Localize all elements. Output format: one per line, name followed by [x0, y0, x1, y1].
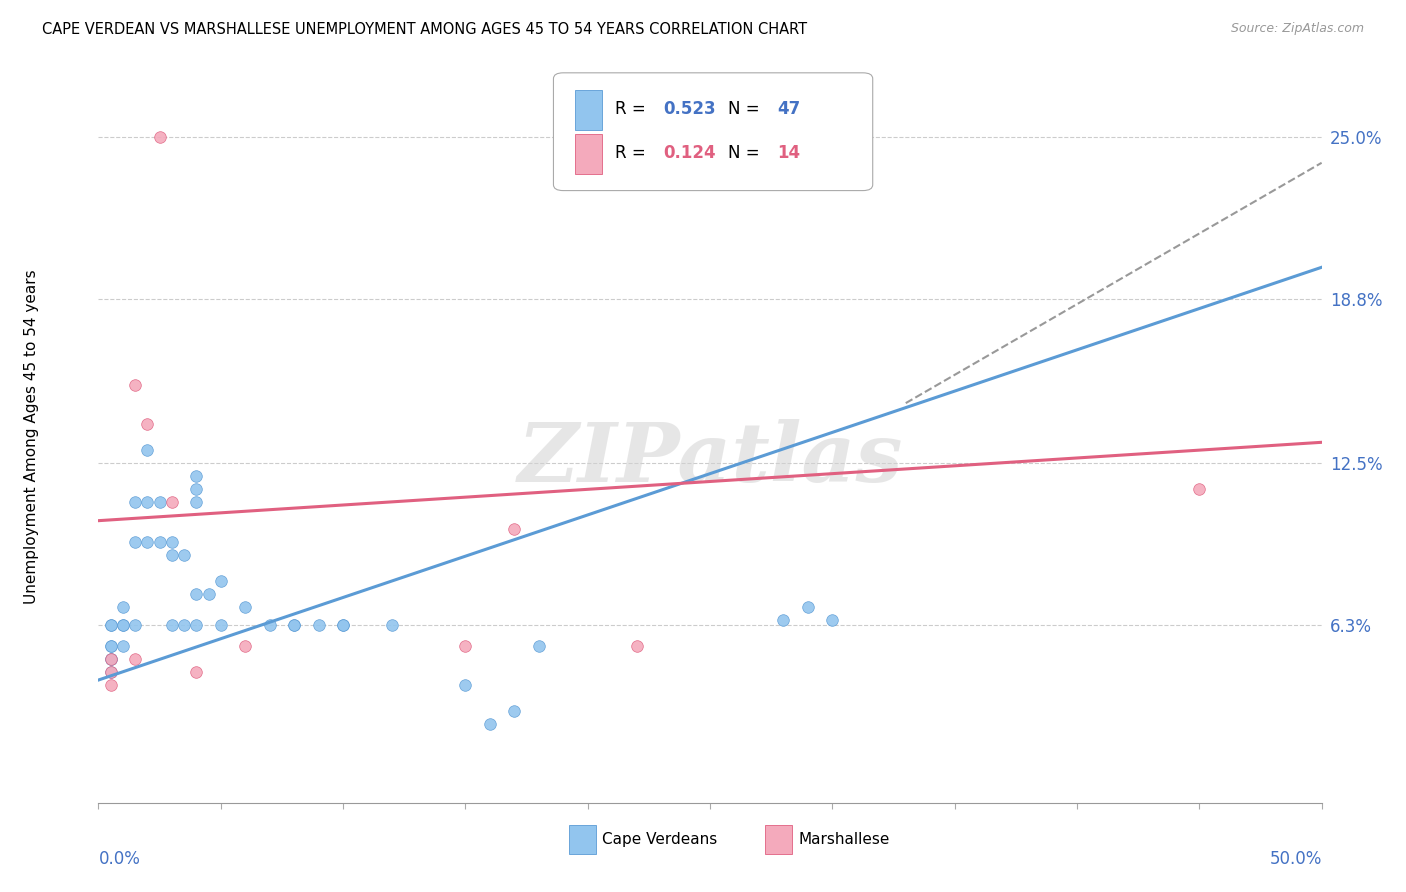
Point [186, 665, 208, 680]
Point [626, 639, 648, 653]
Point [124, 495, 146, 509]
Point [233, 639, 256, 653]
Text: Unemployment Among Ages 45 to 54 years: Unemployment Among Ages 45 to 54 years [24, 269, 38, 605]
Text: R =: R = [614, 145, 651, 162]
Point [149, 129, 172, 144]
Point [259, 618, 281, 632]
Point [124, 618, 146, 632]
Text: 0.124: 0.124 [664, 145, 716, 162]
Point [503, 705, 526, 719]
Point [160, 618, 183, 632]
Point [797, 599, 820, 614]
Point [454, 639, 477, 653]
Text: Cape Verdeans: Cape Verdeans [602, 832, 717, 847]
Point [136, 534, 159, 549]
Text: Source: ZipAtlas.com: Source: ZipAtlas.com [1230, 22, 1364, 36]
FancyBboxPatch shape [575, 90, 602, 130]
Point [100, 665, 122, 680]
Point [136, 417, 159, 431]
Point [197, 587, 219, 601]
Point [100, 652, 122, 666]
Point [186, 469, 208, 483]
Point [160, 495, 183, 509]
Point [527, 639, 550, 653]
Point [1188, 483, 1211, 497]
FancyBboxPatch shape [575, 134, 602, 174]
Point [332, 618, 354, 632]
Point [209, 618, 232, 632]
Point [186, 587, 208, 601]
Point [149, 495, 172, 509]
FancyBboxPatch shape [554, 73, 873, 191]
Point [100, 618, 122, 632]
Point [111, 618, 134, 632]
Point [100, 618, 122, 632]
Text: CAPE VERDEAN VS MARSHALLESE UNEMPLOYMENT AMONG AGES 45 TO 54 YEARS CORRELATION C: CAPE VERDEAN VS MARSHALLESE UNEMPLOYMENT… [42, 22, 807, 37]
Point [283, 618, 305, 632]
Point [173, 618, 195, 632]
Point [100, 678, 122, 692]
Point [283, 618, 305, 632]
Point [160, 534, 183, 549]
Text: R =: R = [614, 101, 651, 119]
Point [821, 613, 844, 627]
Point [186, 483, 208, 497]
Point [772, 613, 794, 627]
Point [111, 639, 134, 653]
Point [478, 717, 501, 731]
Point [111, 599, 134, 614]
Text: 14: 14 [778, 145, 800, 162]
Text: ZIPatlas: ZIPatlas [517, 419, 903, 499]
Point [308, 618, 330, 632]
Text: 47: 47 [778, 101, 800, 119]
Point [100, 639, 122, 653]
Point [173, 548, 195, 562]
Point [186, 618, 208, 632]
Point [100, 652, 122, 666]
Point [160, 548, 183, 562]
Point [124, 652, 146, 666]
Text: 0.523: 0.523 [664, 101, 716, 119]
Point [136, 443, 159, 458]
Text: 0.0%: 0.0% [98, 850, 141, 868]
Point [186, 495, 208, 509]
Point [124, 534, 146, 549]
Point [100, 639, 122, 653]
FancyBboxPatch shape [765, 825, 792, 854]
Point [124, 377, 146, 392]
Point [136, 495, 159, 509]
Text: Marshallese: Marshallese [799, 832, 890, 847]
Point [100, 665, 122, 680]
Point [503, 521, 526, 535]
Text: 50.0%: 50.0% [1270, 850, 1322, 868]
FancyBboxPatch shape [569, 825, 596, 854]
Point [233, 599, 256, 614]
Point [454, 678, 477, 692]
Text: N =: N = [728, 101, 765, 119]
Point [111, 618, 134, 632]
Point [149, 534, 172, 549]
Text: N =: N = [728, 145, 765, 162]
Point [332, 618, 354, 632]
Point [100, 652, 122, 666]
Point [381, 618, 404, 632]
Point [209, 574, 232, 588]
